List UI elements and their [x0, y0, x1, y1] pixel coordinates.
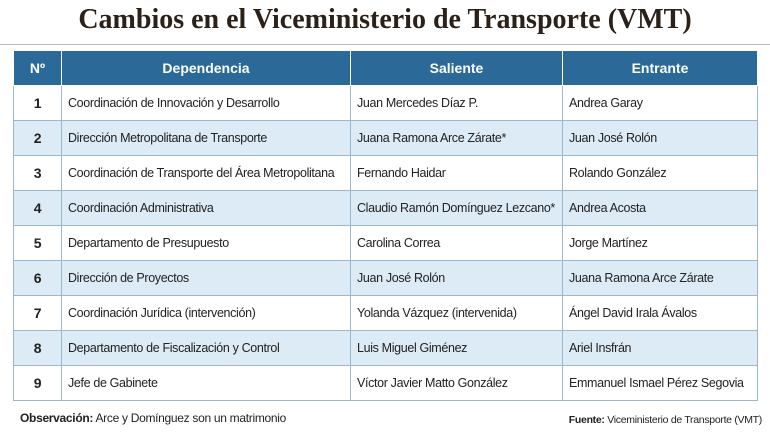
- cell: Juan Mercedes Díaz P.: [350, 85, 563, 121]
- table-row: 3 Coordinación de Transporte del Área Met…: [13, 155, 758, 191]
- cell: Claudio Ramón Domínguez Lezcano*: [350, 190, 563, 226]
- cell: Jefe de Gabinete: [61, 365, 351, 401]
- row-number: 7: [13, 295, 62, 331]
- cell: Ángel David Irala Ávalos: [562, 295, 758, 331]
- row-number: 5: [13, 225, 62, 261]
- cell: Rolando González: [562, 155, 758, 191]
- cell: Fernando Haidar: [350, 155, 563, 191]
- header-row: Nº Dependencia Saliente Entrante: [13, 50, 758, 86]
- title-rule: [0, 44, 770, 45]
- cell: Jorge Martínez: [562, 225, 758, 261]
- row-number: 6: [13, 260, 62, 296]
- row-number: 9: [13, 365, 62, 401]
- table-body: 1 Coordinación de Innovación y Desarrollo…: [13, 85, 758, 401]
- source: Fuente: Viceministerio de Transporte (VM…: [568, 414, 763, 426]
- table-row: 4 Coordinación Administrativa Claudio Ramó…: [13, 190, 758, 226]
- cell: Emmanuel Ismael Pérez Segovia: [562, 365, 758, 401]
- column-header: Dependencia: [61, 50, 351, 86]
- column-header: Saliente: [350, 50, 563, 86]
- cell: Carolina Correa: [350, 225, 563, 261]
- table-row: 1 Coordinación de Innovación y Desarrollo…: [13, 85, 758, 121]
- table-row: 7 Coordinación Jurídica (intervención) Yol…: [13, 295, 758, 331]
- row-number: 4: [13, 190, 62, 226]
- source-text: Viceministerio de Transporte (VMT): [607, 414, 762, 426]
- title: Cambios en el Viceministerio de Transpor…: [78, 4, 692, 35]
- cell: Víctor Javier Matto González: [350, 365, 563, 401]
- observation: Observación: Arce y Domínguez son un mat…: [20, 411, 286, 425]
- cell: Coordinación de Transporte del Área Metr…: [61, 155, 351, 191]
- cell: Juan José Rolón: [350, 260, 563, 296]
- row-number: 1: [13, 85, 62, 121]
- source-label: Fuente:: [568, 414, 605, 426]
- cell: Dirección Metropolitana de Transporte: [61, 120, 351, 156]
- cell: Coordinación Jurídica (intervención): [61, 295, 351, 331]
- cell: Andrea Garay: [562, 85, 758, 121]
- table-row: 8 Departamento de Fiscalización y Control…: [13, 330, 758, 366]
- table-row: 2 Dirección Metropolitana de Transporte Ju…: [13, 120, 758, 156]
- column-header: Nº: [13, 50, 62, 86]
- cell: Coordinación de Innovación y Desarrollo: [61, 85, 351, 121]
- cell: Ariel Insfrán: [562, 330, 758, 366]
- cell: Departamento de Presupuesto: [61, 225, 351, 261]
- cell: Juan José Rolón: [562, 120, 758, 156]
- cell: Coordinación Administrativa: [61, 190, 351, 226]
- table-row: 6 Dirección de Proyectos Juan José Rolón Ju…: [13, 260, 758, 296]
- row-number: 3: [13, 155, 62, 191]
- observation-text: Arce y Domínguez son un matrimonio: [95, 411, 287, 425]
- cell: Juana Ramona Arce Zárate*: [350, 120, 563, 156]
- cell: Dirección de Proyectos: [61, 260, 351, 296]
- table-row: 9 Jefe de Gabinete Víctor Javier Matto Gon…: [13, 365, 758, 401]
- cell: Andrea Acosta: [562, 190, 758, 226]
- cell: Luis Miguel Giménez: [350, 330, 563, 366]
- table-row: 5 Departamento de Presupuesto Carolina Cor…: [13, 225, 758, 261]
- column-header: Entrante: [562, 50, 758, 86]
- cell: Yolanda Vázquez (intervenida): [350, 295, 563, 331]
- cell: Departamento de Fiscalización y Control: [61, 330, 351, 366]
- observation-label: Observación:: [20, 411, 94, 425]
- row-number: 2: [13, 120, 62, 156]
- row-number: 8: [13, 330, 62, 366]
- table: Nº Dependencia Saliente Entrante 1 Coordinac…: [13, 50, 758, 401]
- cell: Juana Ramona Arce Zárate: [562, 260, 758, 296]
